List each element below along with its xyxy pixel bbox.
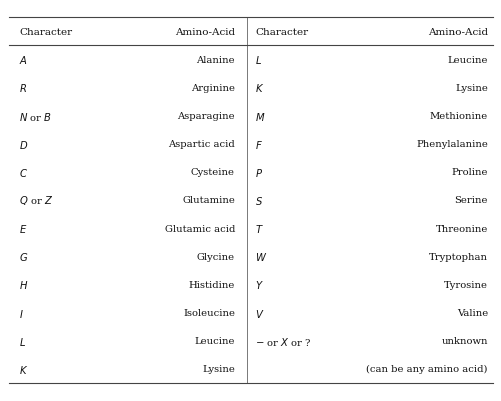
Text: $M$: $M$: [255, 110, 265, 122]
Text: (can be any amino acid): (can be any amino acid): [366, 365, 487, 373]
Text: Glycine: Glycine: [196, 252, 234, 261]
Text: Methionine: Methionine: [429, 112, 487, 121]
Text: Serine: Serine: [453, 196, 487, 205]
Text: $S$: $S$: [255, 194, 263, 207]
Text: $-$ or $X$ or ?: $-$ or $X$ or ?: [255, 335, 311, 347]
Text: $T$: $T$: [255, 223, 263, 235]
Text: Amino-Acid: Amino-Acid: [427, 28, 487, 36]
Text: $C$: $C$: [19, 166, 28, 178]
Text: Arginine: Arginine: [190, 84, 234, 93]
Text: Isoleucine: Isoleucine: [182, 308, 234, 317]
Text: Amino-Acid: Amino-Acid: [174, 28, 234, 36]
Text: $K$: $K$: [19, 363, 28, 375]
Text: Phenylalanine: Phenylalanine: [415, 140, 487, 149]
Text: Threonine: Threonine: [435, 224, 487, 233]
Text: $P$: $P$: [255, 166, 263, 178]
Text: $R$: $R$: [19, 82, 27, 94]
Text: Tyrosine: Tyrosine: [443, 280, 487, 289]
Text: Lysine: Lysine: [454, 84, 487, 93]
Text: Valine: Valine: [456, 308, 487, 317]
Text: $I$: $I$: [19, 307, 24, 319]
Text: $Q$ or $Z$: $Q$ or $Z$: [19, 194, 53, 207]
Text: Glutamic acid: Glutamic acid: [164, 224, 234, 233]
Text: $D$: $D$: [19, 138, 28, 150]
Text: Leucine: Leucine: [446, 56, 487, 65]
Text: $E$: $E$: [19, 223, 28, 235]
Text: Glutamine: Glutamine: [182, 196, 234, 205]
Text: Asparagine: Asparagine: [177, 112, 234, 121]
Text: Tryptophan: Tryptophan: [428, 252, 487, 261]
Text: $G$: $G$: [19, 251, 28, 263]
Text: $L$: $L$: [255, 54, 262, 66]
Text: Character: Character: [255, 28, 308, 36]
Text: $A$: $A$: [19, 54, 28, 66]
Text: Cysteine: Cysteine: [190, 168, 234, 177]
Text: $H$: $H$: [19, 279, 28, 291]
Text: Histidine: Histidine: [188, 280, 234, 289]
Text: Aspartic acid: Aspartic acid: [168, 140, 234, 149]
Text: Lysine: Lysine: [202, 365, 234, 373]
Text: Leucine: Leucine: [194, 336, 234, 345]
Text: $K$: $K$: [255, 82, 264, 94]
Text: $W$: $W$: [255, 251, 267, 263]
Text: $F$: $F$: [255, 138, 263, 150]
Text: $L$: $L$: [19, 335, 26, 347]
Text: Alanine: Alanine: [196, 56, 234, 65]
Text: Proline: Proline: [450, 168, 487, 177]
Text: $Y$: $Y$: [255, 279, 263, 291]
Text: $V$: $V$: [255, 307, 264, 319]
Text: $N$ or $B$: $N$ or $B$: [19, 110, 52, 122]
Text: unknown: unknown: [440, 336, 487, 345]
Text: Character: Character: [19, 28, 72, 36]
